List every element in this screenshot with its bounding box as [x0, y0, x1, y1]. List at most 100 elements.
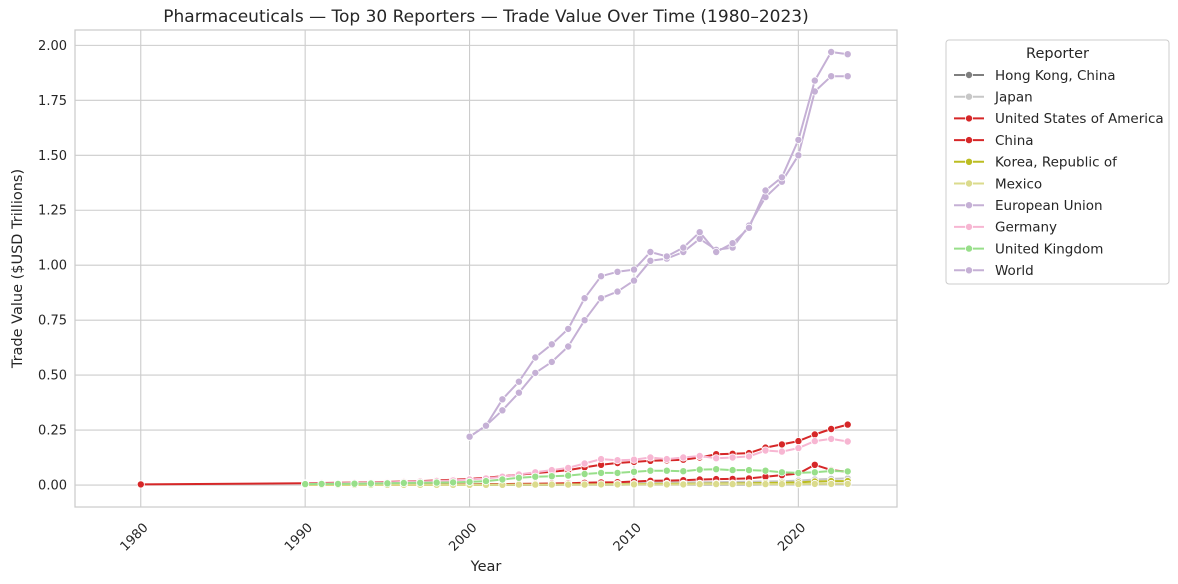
y-tick-label: 0.75 — [38, 314, 67, 329]
data-point — [745, 466, 754, 475]
legend-marker — [965, 136, 974, 145]
data-point — [564, 463, 573, 472]
data-point — [547, 480, 556, 489]
legend-title: Reporter — [1026, 46, 1089, 62]
data-point — [613, 468, 622, 477]
legend-item: World — [954, 263, 1034, 279]
data-point — [498, 395, 507, 404]
legend-item: Mexico — [954, 176, 1042, 192]
data-point — [646, 453, 655, 462]
data-point — [547, 472, 556, 481]
legend-marker — [965, 179, 974, 188]
data-point — [745, 452, 754, 461]
data-point — [498, 406, 507, 415]
data-point — [531, 472, 540, 481]
data-point — [498, 475, 507, 484]
data-point — [810, 437, 819, 446]
data-point — [745, 480, 754, 489]
data-point — [613, 267, 622, 276]
legend-label: China — [995, 133, 1034, 149]
data-point — [827, 434, 836, 443]
data-point — [827, 479, 836, 488]
data-point — [777, 447, 786, 456]
legend-label: Mexico — [995, 176, 1042, 192]
data-point — [547, 357, 556, 366]
data-point — [613, 287, 622, 296]
data-point — [630, 467, 639, 476]
legend-item: Japan — [954, 90, 1033, 106]
data-point — [514, 377, 523, 386]
legend-item: China — [954, 133, 1034, 149]
data-point — [662, 455, 671, 464]
data-point — [777, 480, 786, 489]
data-point — [613, 480, 622, 489]
data-point — [613, 456, 622, 465]
data-point — [761, 466, 770, 475]
data-point — [761, 446, 770, 455]
legend-label: European Union — [995, 198, 1103, 214]
legend-label: Japan — [994, 90, 1033, 106]
data-point — [728, 453, 737, 462]
x-axis-label: Year — [470, 559, 502, 575]
data-point — [646, 247, 655, 256]
legend-label: Germany — [995, 220, 1057, 236]
legend-marker — [965, 71, 974, 80]
series-line — [305, 468, 848, 486]
data-point — [679, 243, 688, 252]
data-point — [465, 477, 474, 486]
data-point — [843, 467, 852, 476]
data-point — [580, 469, 589, 478]
data-point — [597, 468, 606, 477]
data-point — [777, 468, 786, 477]
data-point — [514, 473, 523, 482]
legend-item: United States of America — [954, 111, 1164, 127]
data-point — [827, 424, 836, 433]
data-point — [695, 228, 704, 237]
legend-marker — [965, 157, 974, 166]
data-point — [761, 186, 770, 195]
series-layer — [136, 48, 852, 489]
data-point — [777, 440, 786, 449]
data-point — [843, 50, 852, 59]
data-point — [564, 324, 573, 333]
y-tick-label: 1.00 — [38, 259, 67, 274]
data-point — [843, 420, 852, 429]
legend-item: European Union — [954, 198, 1103, 214]
data-point — [843, 437, 852, 446]
data-point — [465, 432, 474, 441]
plot-frame — [74, 29, 898, 508]
legend-marker — [965, 266, 974, 275]
legend-marker — [965, 201, 974, 210]
data-point — [794, 468, 803, 477]
data-point — [843, 479, 852, 488]
data-point — [531, 368, 540, 377]
legend-marker — [965, 222, 974, 231]
data-point — [712, 247, 721, 256]
series-9 — [465, 48, 852, 441]
data-point — [597, 294, 606, 303]
legend-marker — [965, 114, 974, 123]
data-point — [481, 477, 490, 486]
data-point — [580, 480, 589, 489]
data-point — [794, 151, 803, 160]
data-point — [662, 480, 671, 489]
data-point — [547, 340, 556, 349]
data-point — [432, 478, 441, 487]
data-point — [449, 478, 458, 487]
data-point — [827, 48, 836, 57]
data-point — [745, 223, 754, 232]
data-point — [695, 451, 704, 460]
data-point — [777, 173, 786, 182]
data-point — [662, 466, 671, 475]
data-point — [597, 272, 606, 281]
y-tick-label: 1.25 — [38, 204, 67, 219]
data-point — [794, 444, 803, 453]
y-tick-label: 0.25 — [38, 424, 67, 439]
legend-label: Korea, Republic of — [995, 155, 1118, 171]
legend: Reporter Hong Kong, China Japan United Sta… — [945, 39, 1170, 285]
data-point — [597, 480, 606, 489]
data-point — [630, 265, 639, 274]
legend-items: Hong Kong, China Japan United States of Am… — [954, 68, 1164, 279]
data-point — [366, 479, 375, 488]
data-point — [679, 467, 688, 476]
